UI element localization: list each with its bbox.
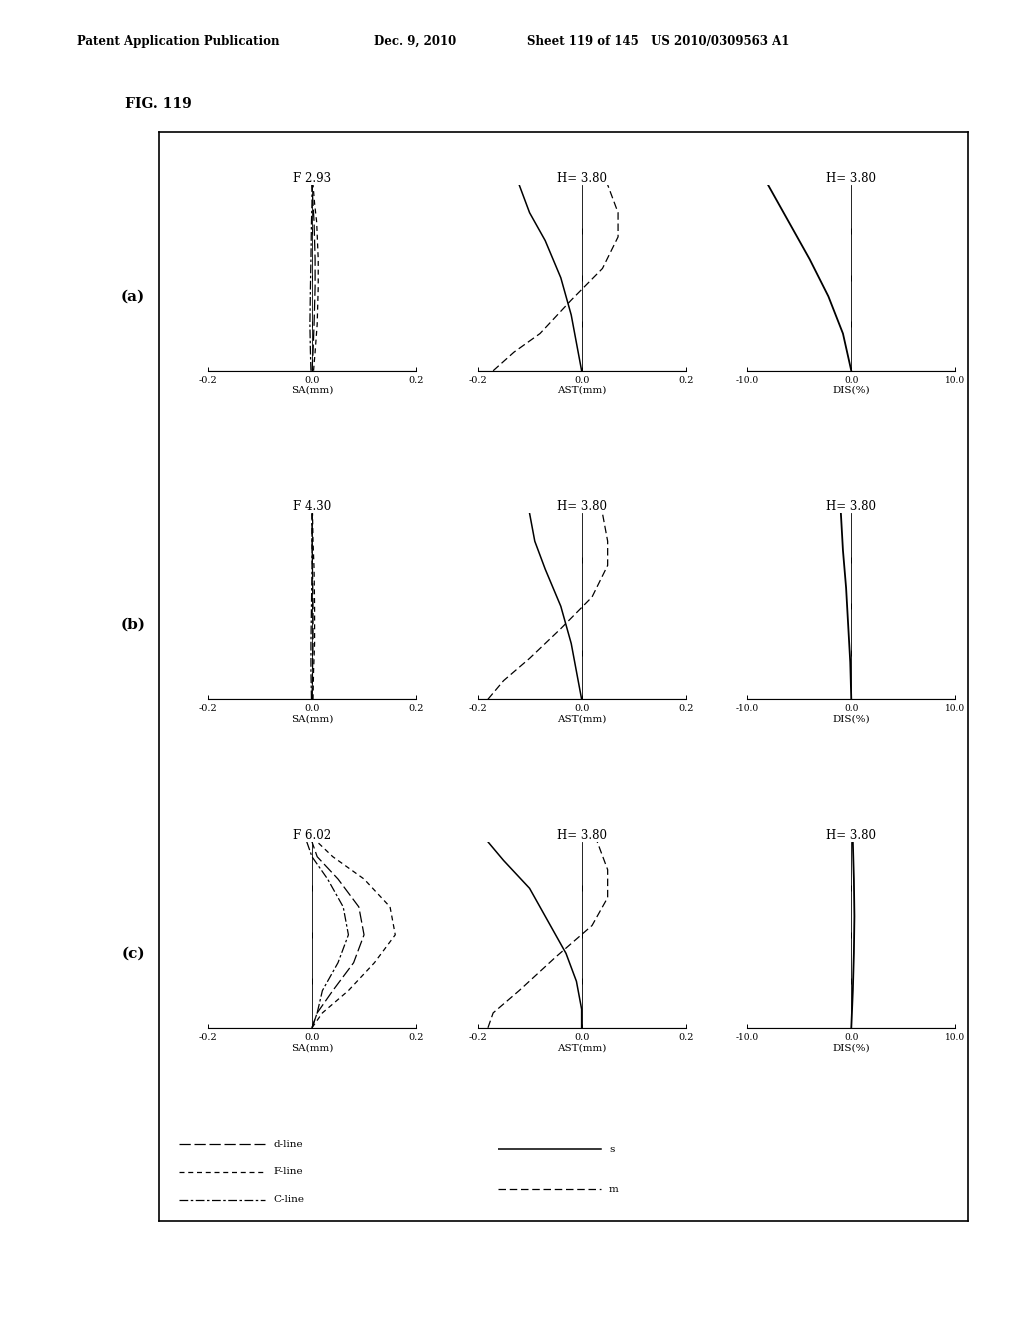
Title: F 6.02: F 6.02 bbox=[293, 829, 331, 842]
Text: (c): (c) bbox=[121, 946, 145, 960]
Title: H= 3.80: H= 3.80 bbox=[826, 829, 877, 842]
X-axis label: SA(mm): SA(mm) bbox=[291, 1043, 333, 1052]
Text: F-line: F-line bbox=[273, 1167, 303, 1176]
X-axis label: SA(mm): SA(mm) bbox=[291, 714, 333, 723]
Title: H= 3.80: H= 3.80 bbox=[826, 500, 877, 513]
X-axis label: AST(mm): AST(mm) bbox=[557, 1043, 606, 1052]
X-axis label: DIS(%): DIS(%) bbox=[833, 714, 870, 723]
Title: H= 3.80: H= 3.80 bbox=[826, 172, 877, 185]
Text: (a): (a) bbox=[121, 289, 145, 304]
X-axis label: AST(mm): AST(mm) bbox=[557, 714, 606, 723]
Text: Dec. 9, 2010: Dec. 9, 2010 bbox=[374, 34, 456, 48]
Text: m: m bbox=[609, 1184, 618, 1193]
X-axis label: DIS(%): DIS(%) bbox=[833, 385, 870, 395]
Text: s: s bbox=[609, 1144, 614, 1154]
Title: F 2.93: F 2.93 bbox=[293, 172, 331, 185]
Title: H= 3.80: H= 3.80 bbox=[557, 500, 606, 513]
Text: Patent Application Publication: Patent Application Publication bbox=[77, 34, 280, 48]
Text: C-line: C-line bbox=[273, 1196, 305, 1204]
Text: d-line: d-line bbox=[273, 1139, 303, 1148]
X-axis label: SA(mm): SA(mm) bbox=[291, 385, 333, 395]
X-axis label: AST(mm): AST(mm) bbox=[557, 385, 606, 395]
Text: Sheet 119 of 145   US 2010/0309563 A1: Sheet 119 of 145 US 2010/0309563 A1 bbox=[527, 34, 790, 48]
Text: (b): (b) bbox=[121, 618, 145, 632]
Title: F 4.30: F 4.30 bbox=[293, 500, 331, 513]
Text: FIG. 119: FIG. 119 bbox=[125, 98, 191, 111]
X-axis label: DIS(%): DIS(%) bbox=[833, 1043, 870, 1052]
Title: H= 3.80: H= 3.80 bbox=[557, 172, 606, 185]
Title: H= 3.80: H= 3.80 bbox=[557, 829, 606, 842]
